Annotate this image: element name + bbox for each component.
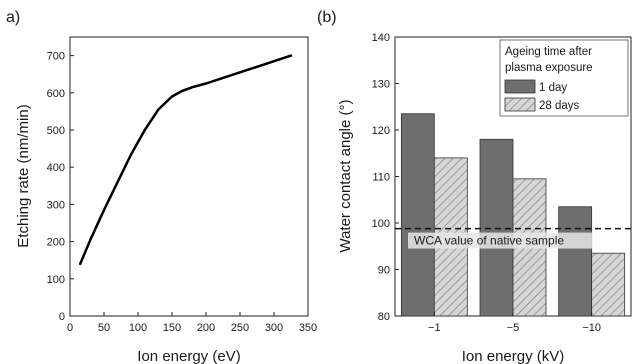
panel-b-bar-chart: (b) 80 90 100 110 120 130 140 −1 −5 −10 Water co… (317, 9, 632, 364)
panel-b-bars (400, 113, 626, 317)
panel-a-x-axis-label: Ion energy (eV) (137, 348, 240, 364)
x-tick-label: 250 (231, 322, 249, 334)
y-tick-label: 600 (47, 88, 65, 100)
series-line (78, 54, 293, 266)
legend-title-line1: Ageing time after (505, 46, 592, 58)
y-tick-label: 120 (372, 125, 390, 137)
legend-label-28-days: 28 days (539, 100, 580, 112)
panel-a-y-axis: 0 100 200 300 400 500 600 700 (47, 51, 74, 323)
y-tick-label: 700 (47, 51, 65, 63)
bar-1-day (400, 113, 435, 317)
y-tick-label: 130 (372, 79, 390, 91)
x-tick-label: 100 (129, 322, 147, 334)
y-tick-label: 100 (47, 274, 65, 286)
legend-title-line2: plasma exposure (505, 62, 593, 74)
x-tick-label: −10 (582, 322, 601, 334)
panel-a-x-axis: 0 50 100 150 200 250 300 350 (67, 312, 317, 334)
y-tick-label: 80 (378, 311, 390, 323)
x-tick-label: 150 (163, 322, 181, 334)
panel-a-line-chart: a) 0 100 200 300 400 500 600 700 0 50 100 150 200 25… (6, 9, 317, 364)
legend: Ageing time after plasma exposure 1 day … (499, 39, 629, 117)
y-tick-label: 90 (378, 265, 390, 277)
x-tick-label: 350 (299, 322, 317, 334)
x-tick-label: 200 (197, 322, 215, 334)
x-tick-label: 0 (67, 322, 73, 334)
y-tick-label: 500 (47, 125, 65, 137)
x-tick-label: 300 (265, 322, 283, 334)
y-tick-label: 100 (372, 218, 390, 230)
bar-1-day (558, 206, 593, 317)
panel-a-y-axis-label: Etching rate (nm/min) (15, 104, 32, 247)
legend-label-1-day: 1 day (539, 82, 567, 94)
y-tick-label: 200 (47, 237, 65, 249)
panel-a-series (78, 54, 293, 266)
panel-b-label: (b) (317, 9, 337, 26)
y-tick-label: 300 (47, 199, 65, 211)
x-tick-label: −5 (507, 322, 520, 334)
bar-1-day (479, 138, 514, 317)
legend-swatch-28-days (504, 97, 536, 112)
panel-b-x-axis: −1 −5 −10 (428, 312, 601, 334)
y-tick-label: 400 (47, 162, 65, 174)
reference-line-group: WCA value of native sample (395, 227, 631, 249)
panel-b-y-axis: 80 90 100 110 120 130 140 (372, 32, 399, 323)
y-tick-label: 0 (59, 311, 65, 323)
panel-b-x-axis-label: Ion energy (kV) (462, 348, 565, 364)
legend-swatch-1-day (504, 79, 536, 94)
panel-a-label: a) (6, 9, 20, 26)
x-tick-label: 50 (98, 322, 110, 334)
reference-label-background (408, 232, 592, 249)
bar-28-days (591, 252, 626, 317)
reference-line-label: WCA value of native sample (414, 234, 564, 248)
y-tick-label: 110 (372, 172, 390, 184)
x-tick-label: −1 (428, 322, 441, 334)
panel-a-plot-frame (69, 36, 309, 317)
panel-b-y-axis-label: Water contact angle (°) (337, 99, 354, 252)
y-tick-label: 140 (372, 32, 390, 44)
